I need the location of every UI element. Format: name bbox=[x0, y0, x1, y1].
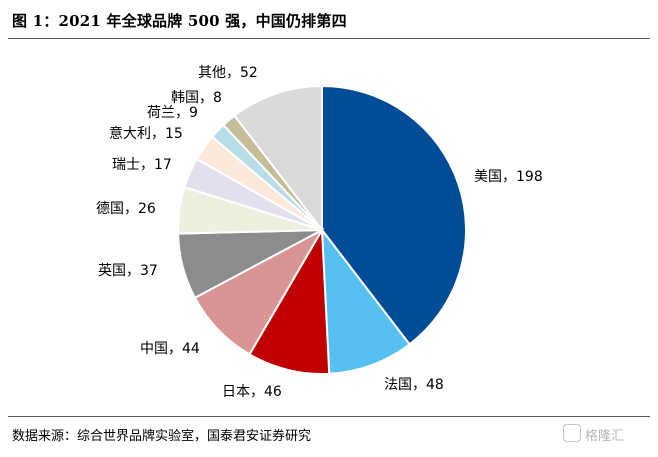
watermark-logo-icon bbox=[563, 424, 581, 442]
slice-label-10: 韩国，8 bbox=[171, 90, 222, 106]
slice-label-3: 日本，46 bbox=[222, 384, 282, 400]
slice-label-2: 法国，48 bbox=[384, 377, 444, 393]
slice-label-1: 美国，198 bbox=[474, 169, 543, 185]
slice-label-11: 其他，52 bbox=[198, 65, 258, 81]
source-note: 数据来源：综合世界品牌实验室，国泰君安证券研究 bbox=[12, 429, 312, 444]
slice-label-5: 英国，37 bbox=[98, 262, 158, 279]
slice-label-4: 中国，44 bbox=[140, 341, 200, 357]
title-divider bbox=[8, 38, 650, 39]
source-divider bbox=[8, 416, 650, 417]
pie-slices bbox=[177, 84, 467, 375]
pie-labels: 美国，198 法国，48 日本，46 中国，44 英国，37 德国，26 瑞士，17 意大利，… bbox=[96, 65, 543, 400]
slice-label-9: 荷兰，9 bbox=[147, 105, 198, 121]
pie-slice-11 bbox=[233, 84, 323, 233]
pie-slice-1 bbox=[321, 84, 467, 346]
pie-slice-3 bbox=[248, 226, 331, 375]
pie-slice-2 bbox=[320, 226, 411, 375]
figure-title: 图 1：2021 年全球品牌 500 强，中国仍排第四 bbox=[12, 12, 347, 30]
slice-label-8: 意大利，15 bbox=[109, 125, 183, 142]
slice-label-7: 瑞士，17 bbox=[112, 157, 172, 173]
watermark: 格隆汇 bbox=[585, 429, 625, 444]
slice-label-6: 德国，26 bbox=[96, 201, 156, 217]
